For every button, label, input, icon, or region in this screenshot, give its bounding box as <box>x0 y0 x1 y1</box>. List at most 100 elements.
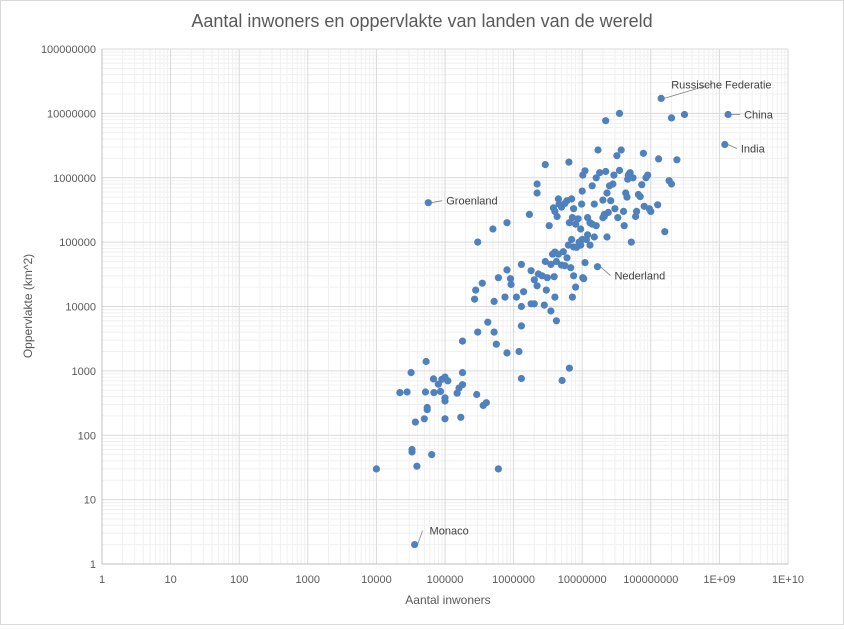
data-point <box>525 210 534 218</box>
data-point <box>617 146 625 154</box>
y-axis-title: Oppervlakte (km^2) <box>21 254 35 358</box>
annotation-leader-line <box>417 530 423 545</box>
data-point <box>458 381 467 389</box>
y-tick-label: 100000000 <box>41 44 96 56</box>
annotation-leader-line <box>664 83 712 99</box>
y-tick-label: 10000 <box>65 302 96 314</box>
data-point <box>577 241 585 249</box>
data-point <box>474 238 482 246</box>
data-point <box>515 347 523 356</box>
data-point <box>550 273 558 281</box>
data-point <box>565 364 574 372</box>
data-point <box>615 109 624 117</box>
annotation-label: India <box>741 143 766 155</box>
data-point <box>647 207 655 215</box>
data-point <box>602 117 610 125</box>
data-point <box>517 302 526 311</box>
chart-title: Aantal inwoners en oppervlakte van lande… <box>191 11 652 31</box>
data-point <box>721 140 729 149</box>
data-point <box>490 297 498 305</box>
data-point <box>644 171 652 179</box>
data-point <box>613 152 621 160</box>
data-point <box>657 94 665 102</box>
data-point <box>503 349 511 357</box>
data-point <box>655 155 663 163</box>
data-point <box>441 397 449 405</box>
data-point <box>407 369 415 377</box>
data-point <box>430 389 438 397</box>
data-point <box>577 225 585 233</box>
data-point <box>620 222 628 230</box>
data-point <box>572 220 580 228</box>
data-point <box>661 228 669 236</box>
data-point <box>484 318 492 326</box>
annotation-leader-line <box>727 144 737 149</box>
data-point <box>638 181 646 189</box>
data-point <box>428 451 436 459</box>
y-tick-label: 1000000 <box>53 173 96 185</box>
data-point <box>568 293 577 301</box>
data-point <box>724 110 732 119</box>
data-point <box>520 288 528 296</box>
data-point <box>603 233 611 241</box>
annotation-label: Groenland <box>446 196 497 208</box>
data-point <box>565 158 573 166</box>
data-point <box>547 307 555 315</box>
data-point <box>494 274 502 282</box>
data-point <box>673 156 681 164</box>
data-point <box>586 241 594 249</box>
data-point <box>512 293 521 301</box>
annotations: Russische Federatie China India Groenland Ne… <box>417 79 774 545</box>
data-points <box>372 94 732 549</box>
data-point <box>542 286 550 294</box>
data-point <box>568 214 577 222</box>
y-tick-label: 1000 <box>72 366 96 378</box>
data-point <box>623 193 631 201</box>
data-point <box>457 413 465 421</box>
data-point <box>667 114 676 122</box>
data-point <box>609 180 617 188</box>
annotation-label: Russische Federatie <box>671 79 771 91</box>
data-point <box>478 279 486 287</box>
y-tick-labels: 1 10 100 1000 10000 100000 1000000 10000000 1000… <box>41 44 96 571</box>
data-point <box>543 274 551 282</box>
data-point <box>567 264 575 272</box>
data-point <box>541 257 549 266</box>
data-point <box>592 222 600 230</box>
data-point <box>429 375 438 383</box>
data-point <box>588 182 596 190</box>
data-point <box>590 233 598 241</box>
y-tick-label: 10000000 <box>47 108 96 120</box>
axes <box>101 49 788 565</box>
data-point <box>424 199 432 207</box>
data-point <box>654 201 662 209</box>
data-point <box>584 231 592 239</box>
data-point <box>578 200 586 208</box>
y-tick-label: 100000 <box>59 237 96 249</box>
data-point <box>552 317 561 325</box>
data-point <box>581 167 589 175</box>
data-point <box>436 387 445 395</box>
data-point <box>501 293 509 301</box>
data-point <box>561 262 569 270</box>
data-point <box>474 328 482 336</box>
data-point <box>607 197 615 205</box>
data-point <box>533 180 541 188</box>
data-point <box>636 193 644 201</box>
data-point <box>471 295 479 303</box>
x-tick-label: 1000000 <box>492 574 535 586</box>
data-point <box>615 166 624 174</box>
x-tick-label: 100000000 <box>623 574 678 586</box>
data-point <box>559 248 567 256</box>
data-point <box>639 149 648 157</box>
data-point <box>533 282 541 290</box>
data-point <box>604 208 612 216</box>
x-tick-label: 10000000 <box>558 574 607 586</box>
data-point <box>563 254 571 262</box>
data-point <box>568 195 576 203</box>
data-point <box>570 205 578 213</box>
x-tick-label: 10000 <box>361 574 392 586</box>
annotation-leader-line <box>600 266 611 277</box>
data-point <box>489 225 497 233</box>
